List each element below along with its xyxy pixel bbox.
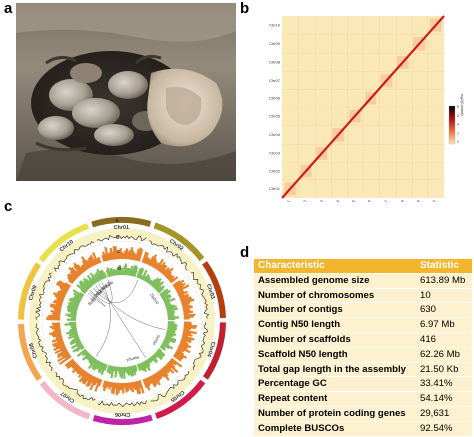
oyster-photo [16,3,236,181]
heatmap-y-tick-label: Chr08 [269,60,281,65]
circos-gc-bar [184,316,194,317]
row-value: 10 [416,288,472,303]
heatmap-legend-title: log2(Contact) [460,94,464,116]
row-value: 54.14% [416,392,472,407]
heatmap-x-tick-label: Chr07 [379,198,389,202]
circos-chromosome-label: Chr01 [113,225,129,231]
heatmap-legend-tick: 0 [457,140,459,144]
row-value: 416 [416,332,472,347]
heatmap-legend: log2(Contact) 8 6 4 2 0 [449,94,464,144]
row-label: Scaffold N50 length [254,347,416,362]
heatmap-y-tick-label: Chr04 [269,132,281,137]
circos-gc-bar [130,382,131,390]
heatmap-legend-tick: 2 [457,131,459,135]
header-characteristic: Characteristic [254,259,416,273]
heatmap-x-tick-label: Chr03 [314,198,324,202]
circos-link-line [99,284,146,358]
circos-gc-bar [184,314,189,315]
circos-plot: Chr01Chr02Chr03Chr04Chr05Chr06Chr07Chr08… [6,203,242,432]
circos-gc-bar [50,326,60,327]
row-value: 6.97 Mb [416,318,472,333]
row-value: 21.50 Kb [416,362,472,377]
panel-letter-a: a [4,0,12,17]
heatmap-x-tick-label: Chr05 [346,198,356,202]
heatmap-y-tick-label: Chr05 [269,113,281,118]
heatmap-y-labels: Chr10 Chr09 Chr08 Chr07 Chr06 Chr05 Chr04 Chr03… [269,22,281,191]
heatmap-legend-tick: 4 [457,123,459,127]
heatmap-y-tick-label: Chr02 [269,168,281,173]
table-header-row: Characteristic Statistic [254,259,472,273]
row-label: Number of chromosomes [254,288,416,303]
heatmap-x-tick-label: Chr09 [411,198,421,202]
circos-inner-label: Zfp140 [149,292,161,306]
heatmap-y-tick-label: Chr01 [269,186,281,191]
heatmap-x-labels: Chr01 Chr02 Chr03 Chr04 Chr05 Chr06 Chr07 Chr08… [281,198,437,202]
row-label: Assembled genome size [254,273,416,288]
row-value: 62.26 Mb [416,347,472,362]
heatmap-y-tick-label: Chr03 [269,151,281,156]
heatmap-y-tick-label: Chr07 [269,78,281,83]
heatmap-x-tick-label: Chr02 [298,198,308,202]
heatmap-y-tick-label: Chr10 [269,22,281,27]
row-label: Percentage GC [254,377,416,392]
row-label: Number of scaffolds [254,332,416,347]
circos-inner-label: Ramp1 [125,355,140,363]
hic-heatmap: Chr10 Chr09 Chr08 Chr07 Chr06 Chr05 Chr04 Chr03… [252,14,472,202]
heatmap-x-tick-label: Chr04 [331,198,341,202]
circos-links: Bp83Slc25a6Sdc2Ccd88Sox27Dt9bZfp140Scn5a… [87,279,165,363]
circos-inner-label: Scn5a [151,334,161,347]
row-label: Complete BUSCOs [254,421,416,436]
row-value: 613.89 Mb [416,273,472,288]
circos-track-label: c [117,249,120,255]
row-label: Total gap length in the assembly [254,362,416,377]
heatmap-x-tick-label: Chr01 [281,198,291,202]
heatmap-legend-tick: 8 [457,105,459,109]
heatmap-legend-tick: 6 [457,114,459,118]
row-value: 29,631 [416,406,472,421]
heatmap-x-tick-label: Chr08 [395,198,405,202]
row-label: Repeat content [254,392,416,407]
heatmap-x-tick-label: Chr10 [427,198,437,202]
circos-gene-label: Dt9b [104,279,114,289]
row-label: Number of protein coding genes [254,406,416,421]
circos-gc-bar [126,383,127,393]
genome-stats-table: Characteristic Statistic Assembled genom… [254,259,472,437]
heatmap-y-tick-label: Chr09 [269,41,281,46]
row-value: 630 [416,303,472,318]
header-statistic: Statistic [416,259,472,273]
row-value: 33.41% [416,377,472,392]
row-value: 92.54% [416,421,472,436]
panel-letter-b: b [240,0,249,17]
row-label: Contig N50 length [254,318,416,333]
circos-track-label: d [118,266,121,272]
circos-chromosome-label: Chr06 [115,411,131,417]
row-label: Number of contigs [254,303,416,318]
heatmap-x-tick-label: Chr06 [362,198,372,202]
heatmap-y-tick-label: Chr06 [269,96,281,101]
